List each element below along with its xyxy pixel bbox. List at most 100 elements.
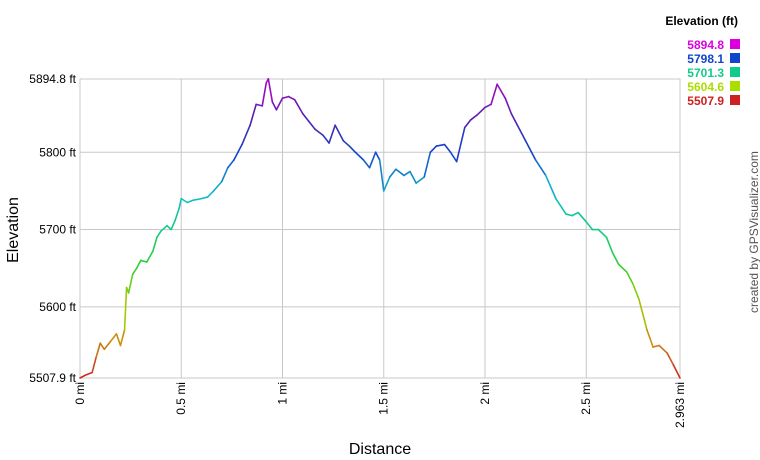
profile-segment bbox=[255, 103, 264, 107]
profile-segment bbox=[429, 145, 438, 154]
profile-segment bbox=[146, 250, 154, 263]
profile-segment bbox=[241, 124, 251, 146]
legend-swatch bbox=[730, 53, 740, 63]
profile-segment bbox=[510, 112, 519, 127]
profile-segment bbox=[123, 286, 128, 331]
profile-segment bbox=[484, 103, 492, 109]
profile-segment bbox=[233, 143, 243, 161]
profile-segment bbox=[555, 197, 567, 215]
profile-segment bbox=[435, 143, 446, 147]
profile-segment bbox=[275, 97, 284, 111]
profile-segment bbox=[156, 230, 162, 239]
profile-segment bbox=[625, 271, 634, 285]
profile-segment bbox=[322, 134, 330, 144]
profile-segment bbox=[267, 78, 274, 103]
profile-segment bbox=[103, 340, 112, 351]
profile-segment bbox=[666, 352, 675, 366]
chart-legend: Elevation (ft) 5894.85798.15701.35604.65… bbox=[665, 14, 740, 108]
profile-segment bbox=[611, 251, 620, 266]
profile-segment bbox=[115, 333, 122, 347]
profile-segment bbox=[490, 83, 498, 106]
profile-segment bbox=[374, 151, 381, 161]
profile-segment bbox=[470, 114, 478, 121]
profile-segment bbox=[160, 224, 168, 232]
profile-segment bbox=[403, 170, 411, 177]
profile-segment bbox=[200, 196, 209, 200]
profile-segment bbox=[571, 211, 579, 217]
y-tick-label: 5507.9 ft bbox=[29, 371, 76, 385]
profile-segment bbox=[348, 145, 357, 154]
profile-segment bbox=[389, 168, 397, 178]
profile-segment bbox=[220, 166, 229, 183]
y-tick-label: 5894.8 ft bbox=[29, 72, 76, 86]
profile-segment bbox=[152, 236, 158, 252]
profile-segment bbox=[524, 139, 537, 161]
x-tick-label: 0.5 mi bbox=[174, 382, 188, 415]
profile-segment bbox=[565, 213, 573, 217]
x-axis-title: Distance bbox=[349, 441, 411, 458]
x-axis-ticks: 0 mi 0.5 mi 1 mi 1.5 mi 2 mi 2.5 mi 2.963 mi bbox=[73, 382, 687, 428]
profile-segment bbox=[605, 236, 614, 254]
profile-segment bbox=[378, 159, 385, 192]
x-tick-label: 1.5 mi bbox=[377, 382, 391, 415]
profile-segment bbox=[139, 259, 148, 263]
x-tick-label: 2.963 mi bbox=[673, 382, 687, 428]
chart-grid bbox=[79, 78, 681, 379]
y-tick-label: 5700 ft bbox=[39, 223, 76, 237]
profile-segment bbox=[186, 199, 195, 204]
y-axis-title: Elevation bbox=[5, 197, 22, 263]
profile-segment bbox=[119, 329, 126, 347]
profile-segment bbox=[206, 190, 215, 198]
elevation-profile-line bbox=[79, 78, 681, 379]
profile-segment bbox=[308, 120, 316, 130]
profile-segment bbox=[617, 263, 628, 273]
legend-swatch bbox=[730, 67, 740, 77]
profile-segment bbox=[261, 81, 268, 107]
profile-segment bbox=[293, 98, 304, 115]
legend-swatch bbox=[730, 39, 740, 49]
profile-segment bbox=[166, 224, 172, 231]
profile-segment bbox=[544, 174, 557, 200]
profile-segment bbox=[463, 119, 472, 129]
profile-segment bbox=[496, 83, 507, 99]
profile-segment bbox=[585, 221, 594, 231]
profile-segment bbox=[415, 176, 426, 184]
profile-segment bbox=[287, 95, 296, 101]
x-tick-label: 0 mi bbox=[73, 382, 87, 405]
profile-segment bbox=[632, 282, 640, 300]
profile-segment bbox=[85, 371, 93, 376]
profile-segment bbox=[95, 342, 102, 358]
legend-title: Elevation (ft) bbox=[665, 14, 738, 28]
credit-text: created by GPSVisualizer.com bbox=[747, 151, 760, 313]
profile-segment bbox=[135, 259, 142, 269]
profile-segment bbox=[476, 106, 486, 116]
profile-segment bbox=[382, 176, 391, 192]
profile-segment bbox=[271, 101, 278, 111]
legend-entry-label: 5604.6 bbox=[687, 80, 724, 94]
profile-segment bbox=[79, 374, 87, 379]
profile-segment bbox=[314, 128, 324, 137]
profile-segment bbox=[646, 329, 654, 348]
legend-swatch bbox=[730, 95, 740, 105]
y-axis-ticks: 5507.9 ft 5600 ft 5700 ft 5800 ft 5894.8 ft bbox=[29, 72, 76, 385]
profile-segment bbox=[301, 112, 310, 123]
profile-segment bbox=[443, 143, 452, 154]
profile-segment bbox=[91, 356, 97, 374]
profile-segment bbox=[180, 197, 189, 204]
legend-entry-label: 5507.9 bbox=[687, 94, 724, 108]
profile-segment bbox=[652, 344, 660, 348]
profile-segment bbox=[249, 103, 257, 127]
profile-segment bbox=[109, 333, 118, 343]
profile-segment bbox=[178, 197, 183, 209]
profile-segment bbox=[449, 151, 458, 163]
profile-segment bbox=[516, 124, 527, 142]
profile-segment bbox=[342, 139, 351, 147]
profile-segment bbox=[127, 273, 134, 294]
profile-segment bbox=[658, 344, 669, 354]
profile-segment bbox=[99, 342, 106, 351]
profile-segment bbox=[409, 170, 417, 184]
legend-entry-label: 5894.8 bbox=[687, 38, 724, 52]
legend-entry-label: 5701.3 bbox=[687, 66, 724, 80]
profile-segment bbox=[174, 207, 181, 222]
